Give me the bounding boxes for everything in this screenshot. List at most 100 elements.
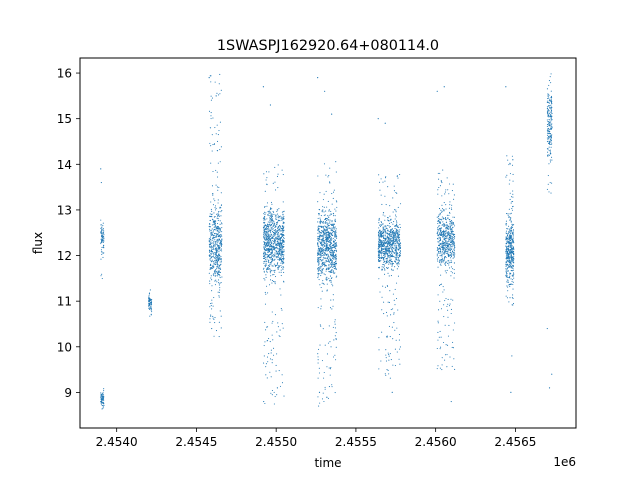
data-point [448, 305, 451, 307]
data-point [266, 256, 268, 258]
data-point [512, 261, 514, 263]
data-point [266, 245, 268, 247]
data-point [210, 268, 212, 270]
data-point [395, 191, 397, 194]
data-point [444, 218, 447, 220]
data-point [263, 262, 265, 265]
data-point [103, 406, 105, 408]
data-point [263, 219, 265, 221]
data-point [380, 360, 382, 362]
data-point [272, 270, 274, 272]
data-point [547, 128, 549, 130]
data-point [335, 171, 337, 173]
data-point [437, 189, 439, 191]
data-point [450, 308, 453, 311]
data-point [212, 246, 214, 248]
data-point [268, 249, 270, 251]
data-point [395, 245, 397, 247]
data-point [264, 232, 266, 234]
data-point [505, 252, 507, 254]
data-point [393, 256, 395, 258]
data-point [390, 258, 392, 260]
data-point [210, 162, 212, 164]
data-point [279, 246, 281, 248]
data-point [211, 267, 213, 270]
data-point [549, 149, 551, 151]
data-point [383, 256, 385, 259]
data-point [505, 268, 507, 270]
data-point [332, 254, 334, 256]
data-point [274, 255, 276, 257]
data-point [212, 245, 214, 247]
data-point [326, 279, 328, 281]
data-point [391, 254, 393, 256]
data-point [329, 251, 331, 253]
data-point [387, 217, 389, 219]
x-offset-label: 1e6 [553, 455, 576, 469]
data-point [505, 245, 507, 247]
data-point [449, 211, 451, 213]
data-point [335, 244, 337, 246]
data-point [213, 245, 215, 247]
data-point [512, 281, 514, 283]
data-point [208, 240, 210, 242]
data-point [281, 249, 283, 251]
data-point [221, 239, 223, 241]
data-point [330, 210, 332, 212]
data-point [325, 270, 327, 272]
data-point [212, 234, 214, 236]
data-point [442, 169, 444, 171]
data-point [441, 235, 443, 237]
data-point [218, 231, 220, 233]
data-point [442, 286, 444, 288]
data-point [219, 241, 221, 243]
data-point [551, 125, 553, 128]
data-point [383, 231, 385, 233]
data-point [507, 214, 509, 216]
data-point [449, 267, 451, 269]
data-point [221, 231, 223, 233]
data-point [215, 249, 217, 252]
data-point-outlier [317, 77, 319, 79]
data-point [263, 271, 265, 273]
data-point [548, 163, 550, 165]
data-point [324, 248, 326, 250]
data-point [208, 249, 210, 251]
data-point [510, 227, 513, 230]
data-point [209, 223, 211, 226]
data-point [275, 232, 277, 234]
data-point [215, 269, 217, 271]
data-point [452, 233, 454, 235]
data-point [446, 262, 449, 265]
data-point [325, 174, 327, 176]
data-point [384, 234, 386, 236]
data-point [441, 195, 443, 197]
data-point [506, 265, 508, 267]
data-point [280, 254, 282, 256]
data-point [148, 306, 150, 308]
data-point [548, 146, 550, 148]
data-point [324, 265, 326, 267]
data-point [385, 246, 387, 248]
data-point [219, 257, 221, 259]
data-point [438, 336, 440, 338]
data-point [398, 266, 400, 268]
data-point [449, 303, 451, 305]
data-point [378, 254, 380, 256]
data-point [438, 178, 440, 180]
data-point-outlier [450, 400, 452, 403]
data-point [282, 211, 284, 213]
data-point [549, 123, 551, 125]
data-point [394, 240, 396, 242]
data-point [380, 221, 383, 223]
data-point [325, 226, 327, 228]
data-point [213, 296, 215, 299]
data-point [318, 262, 320, 264]
data-point [378, 227, 380, 229]
data-point [267, 326, 269, 328]
data-point [274, 281, 276, 283]
data-point [273, 263, 275, 265]
data-point [263, 243, 266, 245]
data-point [550, 136, 552, 138]
data-point [448, 324, 450, 327]
